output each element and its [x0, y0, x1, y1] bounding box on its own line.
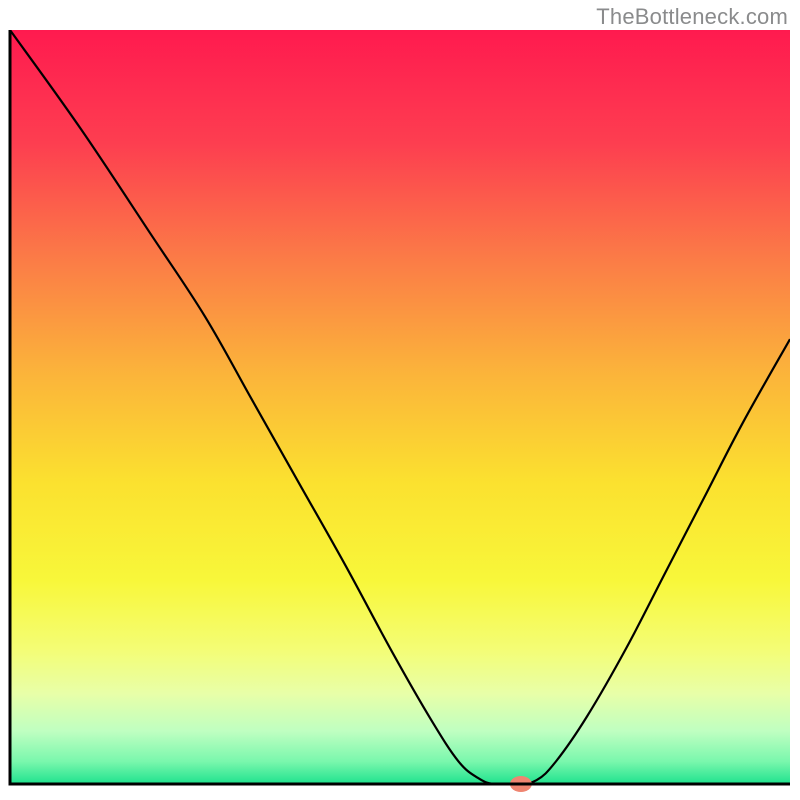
bottleneck-chart — [0, 0, 800, 800]
chart-container: TheBottleneck.com — [0, 0, 800, 800]
plot-background — [10, 30, 790, 784]
attribution-label: TheBottleneck.com — [596, 4, 788, 30]
